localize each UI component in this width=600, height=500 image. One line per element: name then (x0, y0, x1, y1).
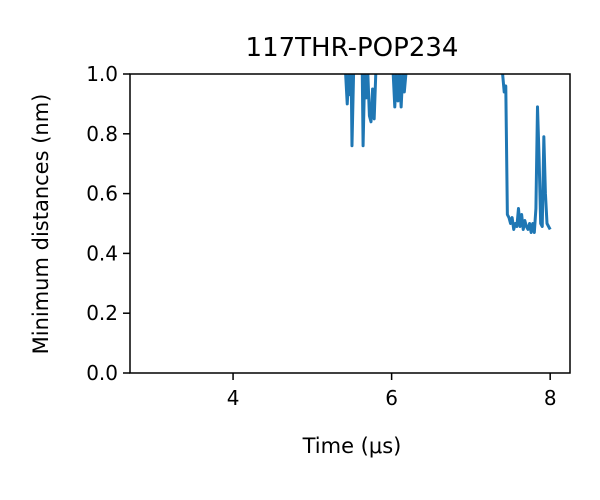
series-line-segment (501, 74, 552, 234)
series-line-segment (344, 74, 356, 148)
x-axis-label: Time (μs) (302, 434, 402, 458)
series-line-segment (360, 74, 378, 148)
y-tick-label: 0.6 (86, 182, 118, 206)
x-tick-label: 8 (544, 386, 557, 410)
y-tick-label: 0.4 (86, 241, 118, 265)
y-tick-label: 1.0 (86, 62, 118, 86)
x-tick-label: 6 (385, 386, 398, 410)
x-tick-label: 4 (227, 386, 240, 410)
y-axis-label: Minimum distances (nm) (29, 94, 53, 355)
plot-area (344, 74, 552, 234)
series-line-segment (391, 74, 408, 109)
plot-frame (129, 73, 571, 374)
y-tick-label: 0.8 (86, 122, 118, 146)
chart-title: 117THR-POP234 (246, 33, 459, 63)
y-tick-label: 0.2 (86, 301, 118, 325)
y-tick-label: 0.0 (86, 361, 118, 385)
axis-ticks: 4 6 8 0.0 0.2 0.4 0.6 0.8 1.0 (86, 62, 556, 410)
